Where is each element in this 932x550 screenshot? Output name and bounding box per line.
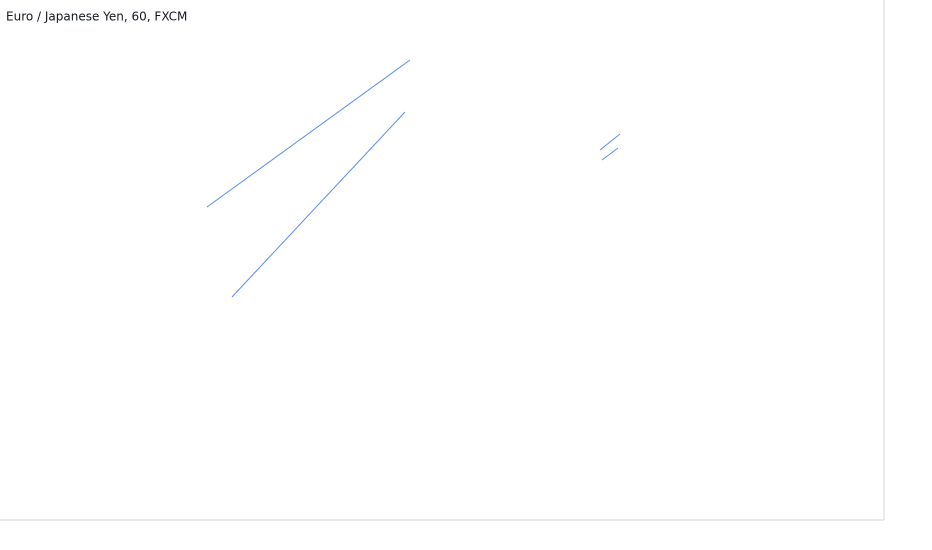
small-channel-upper: [599, 133, 621, 151]
chart-title: Euro / Japanese Yen, 60, FXCM: [6, 10, 187, 24]
trend-lines: [206, 59, 621, 298]
channel-lower: [231, 111, 406, 298]
channel-upper: [206, 59, 411, 208]
small-channel-lower: [601, 147, 619, 161]
